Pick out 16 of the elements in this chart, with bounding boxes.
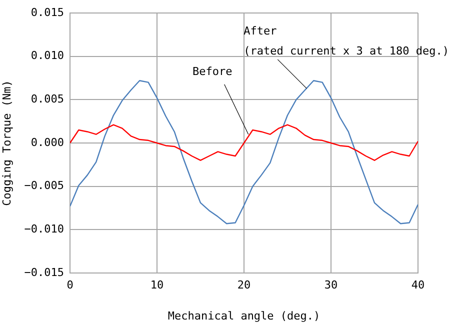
x-tick-label: 10	[150, 278, 164, 292]
annotation: After (rated current x 3 at 180 deg.)	[244, 24, 449, 58]
y-tick-label: 0.000	[30, 136, 64, 149]
annotation: Before	[192, 65, 232, 78]
y-tick-label: 0.005	[30, 92, 64, 106]
y-axis-title: Cogging Torque (Nm)	[0, 80, 14, 206]
x-tick-label: 30	[324, 278, 338, 292]
y-tick-label: −0.015	[24, 266, 64, 279]
x-tick-label: 0	[66, 278, 74, 292]
x-tick-label: 20	[237, 278, 251, 292]
y-tick-label: 0.010	[30, 49, 64, 62]
x-axis-title: Mechanical angle (deg.)	[168, 309, 320, 322]
y-tick-label: −0.010	[24, 222, 64, 236]
x-tick-label: 40	[411, 278, 425, 292]
y-tick-label: −0.005	[24, 179, 64, 192]
y-tick-label: 0.015	[30, 6, 64, 19]
